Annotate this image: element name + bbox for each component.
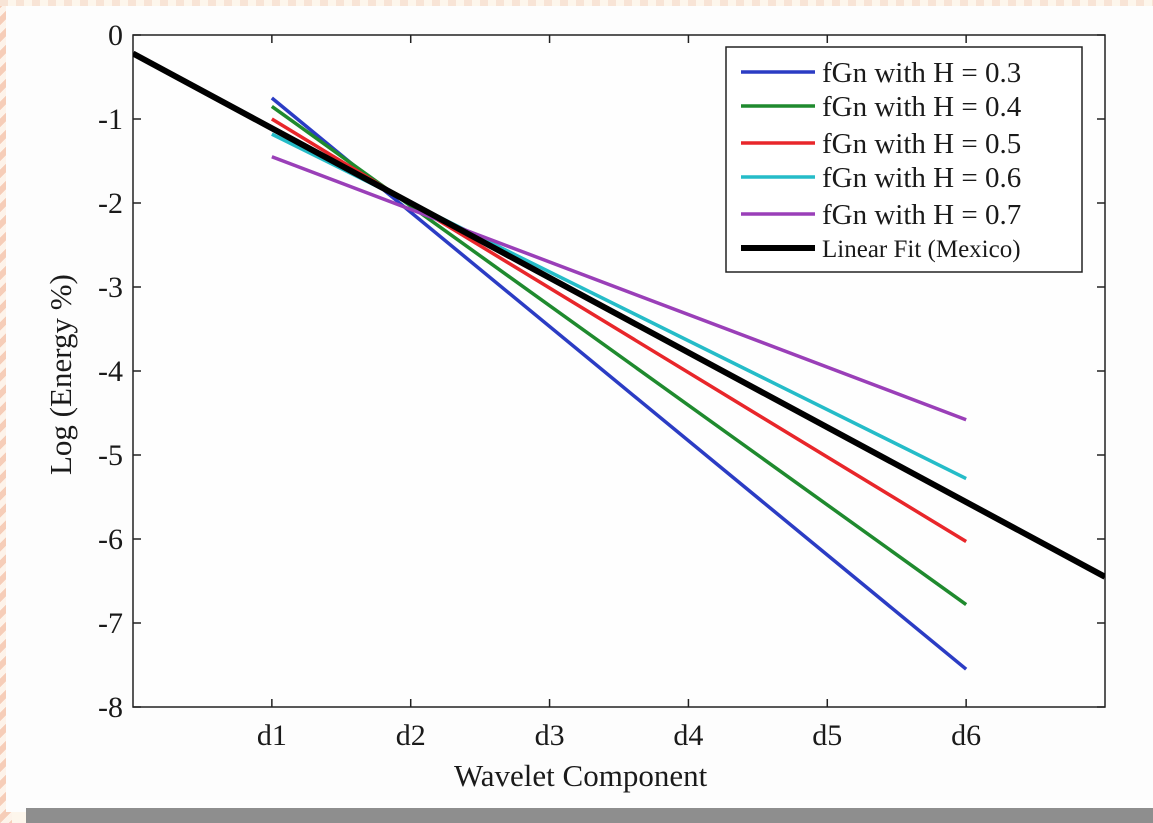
y-tick-label: -7 <box>98 607 123 640</box>
y-tick-label: -8 <box>98 691 123 724</box>
x-tick-label: d5 <box>812 719 842 752</box>
y-axis-title: Log (Energy %) <box>43 274 78 475</box>
legend-label: fGn with H = 0.7 <box>822 199 1021 231</box>
x-tick-label: d6 <box>951 719 981 752</box>
x-tick-label: d1 <box>257 719 287 752</box>
legend-label: fGn with H = 0.5 <box>822 128 1021 160</box>
y-tick-label: -6 <box>98 523 123 556</box>
y-tick-label: -4 <box>98 355 123 388</box>
series-line <box>271 155 967 422</box>
y-tick-label: -2 <box>98 187 123 220</box>
legend-label: Linear Fit (Mexico) <box>822 236 1021 263</box>
legend-label: fGn with H = 0.3 <box>822 57 1021 89</box>
y-tick-label: -3 <box>98 271 123 304</box>
y-tick-label: 0 <box>108 19 123 52</box>
x-axis-title: Wavelet Component <box>454 758 708 793</box>
x-tick-label: d3 <box>535 719 565 752</box>
legend-label: fGn with H = 0.6 <box>822 162 1021 194</box>
legend-box <box>725 46 1083 273</box>
legend-label: fGn with H = 0.4 <box>822 91 1022 123</box>
series-lines <box>133 50 1105 671</box>
series-line <box>133 50 1105 580</box>
y-tick-label: -1 <box>98 103 123 136</box>
x-tick-label: d2 <box>396 719 426 752</box>
y-axis: 0 -1 -2 -3 -4 -5 -6 -7 -8 <box>98 19 1105 724</box>
x-axis: d1 d2 d3 d4 d5 d6 <box>257 35 981 752</box>
x-tick-label: d4 <box>673 719 703 752</box>
y-tick-label: -5 <box>98 439 123 472</box>
top-decorative-border <box>0 0 1153 6</box>
bottom-bar <box>26 808 1153 823</box>
